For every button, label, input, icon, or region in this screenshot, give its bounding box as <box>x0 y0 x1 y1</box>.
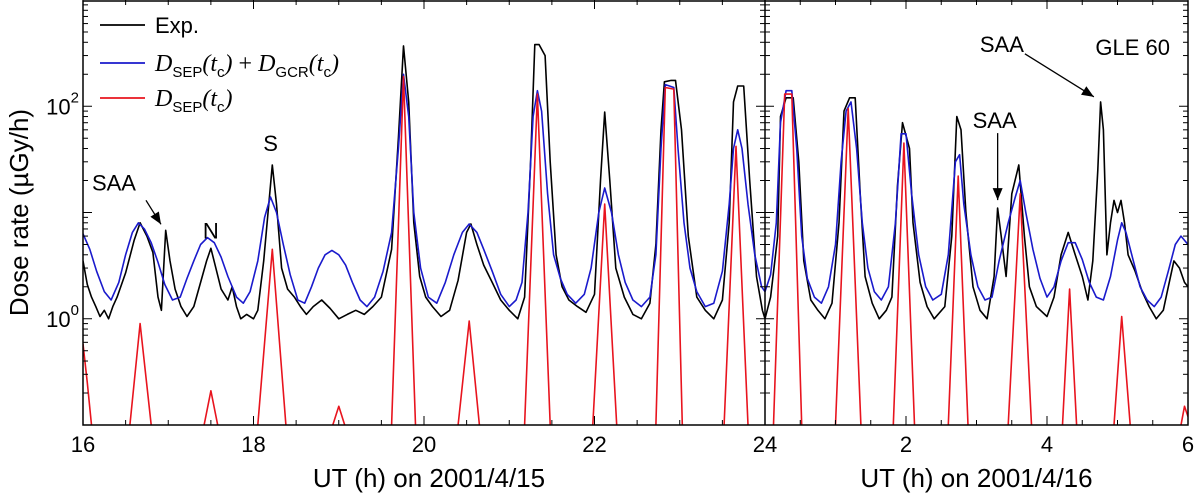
legend-d2: D <box>257 51 275 77</box>
legend-sub-gcr: GCR <box>275 64 309 81</box>
series-2-segment-3 <box>257 248 287 425</box>
series-2-segment-9 <box>655 86 684 425</box>
x-axis-label-left: UT (h) on 2001/4/15 <box>313 463 545 493</box>
y-axis-label: Dose rate (µGy/h) <box>4 109 34 316</box>
legend-label-exp: Exp. <box>155 13 199 38</box>
annotation-label-2: S <box>263 131 278 156</box>
series-layer <box>83 43 1188 425</box>
y-tick-exponent: 2 <box>71 89 79 106</box>
series-2-segment-5 <box>390 75 417 425</box>
legend-arg: (t <box>202 51 218 77</box>
annotations-layer: SAA N S SAA SAA <box>92 32 1095 243</box>
series-0-segment-0 <box>83 43 765 320</box>
x-tick-label: 22 <box>582 432 606 457</box>
x-tick-label: 24 <box>753 432 777 457</box>
annotation-arrowhead-3 <box>992 188 1003 201</box>
series-2-segment-14 <box>947 175 969 425</box>
legend-d: D <box>154 86 172 112</box>
legend-argsub2: c <box>323 64 331 81</box>
annotation-label-0: SAA <box>92 170 136 195</box>
annotation-arrowhead-0 <box>150 211 161 225</box>
series-1-segment-1 <box>765 89 1188 308</box>
series-2-segment-15 <box>1007 193 1033 425</box>
series-2-segment-6 <box>457 320 481 425</box>
series-2-segment-11 <box>772 93 803 425</box>
annotation-arrowhead-4 <box>1081 86 1094 97</box>
series-2-segment-0 <box>83 343 93 425</box>
legend-arg2: (t <box>309 51 325 77</box>
y-tick-label-102: 102 <box>46 89 79 119</box>
series-2-segment-12 <box>834 107 862 425</box>
legend-argsub: c <box>217 64 225 81</box>
series-2-segment-1 <box>129 322 152 425</box>
y-tick-base: 10 <box>46 307 70 332</box>
annotation-label-1: N <box>203 218 219 243</box>
annotation-label-4: SAA <box>980 32 1024 57</box>
legend-arg: (t <box>202 86 218 112</box>
series-2-segment-16 <box>1061 288 1078 425</box>
legend-close: ) <box>223 86 233 112</box>
series-2-segment-10 <box>723 145 749 425</box>
legend-sub-sep: SEP <box>172 64 202 81</box>
legend-background <box>92 10 392 112</box>
series-2-segment-8 <box>592 203 618 425</box>
legend-label-sep: DSEP(tc) <box>154 86 233 116</box>
series-2-segment-7 <box>523 93 551 425</box>
series-2-segment-17 <box>1113 315 1131 425</box>
x-axis-label-right: UT (h) on 2001/4/16 <box>860 463 1092 493</box>
legend-argsub: c <box>217 99 225 116</box>
x-tick-label: 4 <box>1041 432 1053 457</box>
legend: Exp. DSEP(tc) + DGCR(tc) DSEP(tc) <box>92 10 392 116</box>
ticks-layer: 16 18 20 22 24 2 4 6 <box>71 0 1194 457</box>
y-tick-label-100: 100 <box>46 302 79 332</box>
x-tick-label: 20 <box>412 432 436 457</box>
legend-d: D <box>154 51 172 77</box>
x-tick-label: 6 <box>1182 432 1194 457</box>
legend-plus: + <box>233 51 259 77</box>
legend-sub-sep: SEP <box>172 99 202 116</box>
y-tick-labels: 100 102 <box>46 89 79 332</box>
legend-close: ) <box>223 51 233 77</box>
x-tick-label: 16 <box>71 432 95 457</box>
panel-label-gle60: GLE 60 <box>1095 35 1170 60</box>
x-tick-label: 18 <box>241 432 265 457</box>
x-tick-label: 2 <box>900 432 912 457</box>
series-2-segment-13 <box>892 142 916 425</box>
series-2-segment-4 <box>332 405 346 425</box>
series-2-segment-18 <box>1180 405 1188 425</box>
y-tick-base: 10 <box>46 94 70 119</box>
series-1-segment-0 <box>83 73 765 308</box>
legend-label-sep-gcr: DSEP(tc) + DGCR(tc) <box>154 51 339 81</box>
legend-close2: ) <box>329 51 339 77</box>
annotation-arrow-4 <box>1024 53 1095 98</box>
series-2-segment-2 <box>203 390 219 425</box>
y-tick-exponent: 0 <box>71 302 79 319</box>
annotation-label-3: SAA <box>973 108 1017 133</box>
